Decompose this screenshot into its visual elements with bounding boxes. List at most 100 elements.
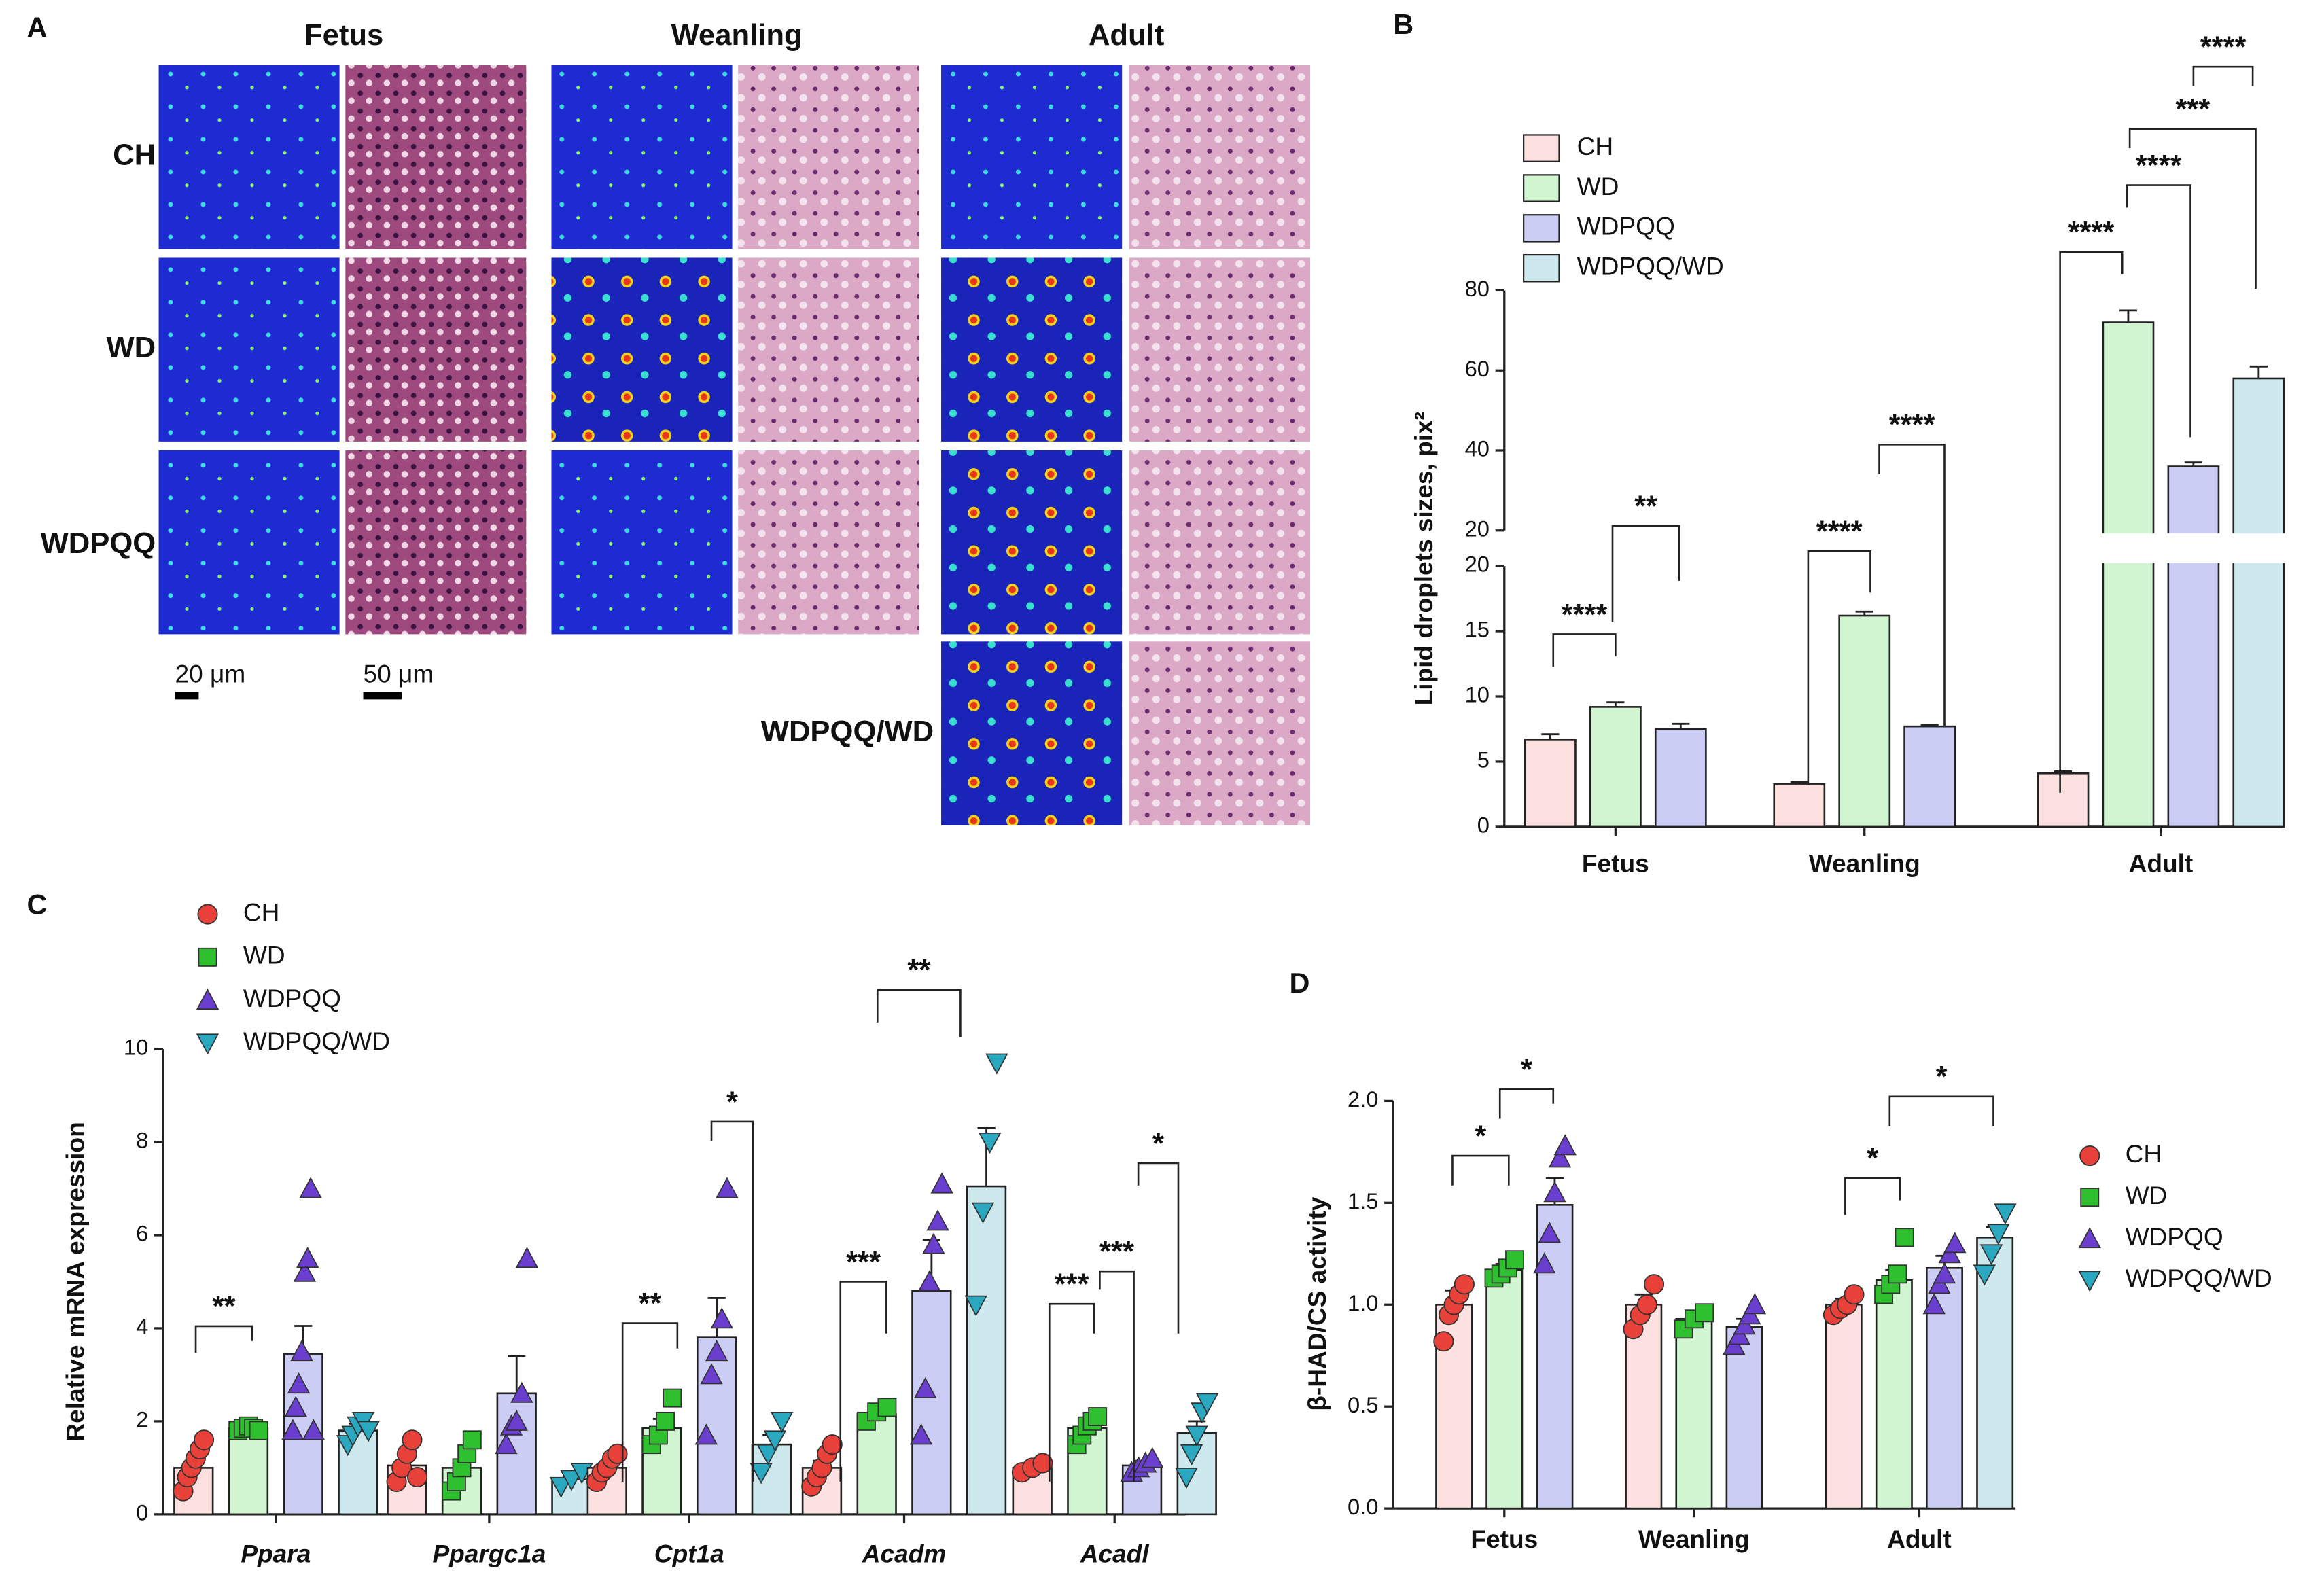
y-tick-label: 1.0 — [1348, 1290, 1378, 1315]
y-tick-label: 60 — [1465, 356, 1490, 381]
panel-label: D — [1290, 967, 1310, 999]
legend-marker — [2080, 1188, 2100, 1207]
y-tick-label: 2 — [136, 1407, 148, 1432]
data-point — [909, 1423, 933, 1445]
data-point — [505, 1409, 528, 1431]
row-label: WDPQQ — [41, 527, 156, 560]
bar — [1875, 1279, 1913, 1510]
legend-label: WDPQQ/WD — [1577, 252, 1724, 281]
x-tick-label: Weanling — [1809, 849, 1920, 877]
bar — [1589, 706, 1642, 828]
significance-bracket — [1099, 1270, 1135, 1482]
x-tick-label: Fetus — [1582, 849, 1649, 877]
column-title: Fetus — [304, 19, 383, 52]
data-point — [922, 1232, 945, 1254]
x-tick-label: Adult — [1887, 1525, 1952, 1553]
data-point — [1943, 1232, 1967, 1254]
significance-bracket — [1807, 550, 1871, 785]
micrograph — [1129, 257, 1311, 442]
data-point — [877, 1398, 897, 1417]
y-tick-label: 15 — [1465, 617, 1490, 642]
micrograph — [551, 450, 733, 635]
significance-bracket — [1611, 525, 1680, 622]
significance-bracket — [2126, 184, 2191, 438]
micrograph — [1129, 450, 1311, 635]
significance-label: *** — [2175, 93, 2210, 126]
legend-marker — [196, 1033, 219, 1055]
legend-marker — [198, 947, 217, 967]
data-point — [1636, 1294, 1657, 1315]
significance-label: **** — [2068, 216, 2114, 249]
significance-label: ** — [639, 1287, 662, 1320]
legend-marker — [2078, 1271, 2101, 1292]
legend-swatch — [1523, 254, 1560, 283]
x-tick-label: Ppargc1a — [432, 1540, 546, 1568]
significance-bracket — [876, 989, 962, 1037]
x-tick-label: Weanling — [1638, 1525, 1750, 1553]
data-point — [1922, 1293, 1946, 1315]
data-point — [1888, 1264, 1907, 1284]
significance-bracket — [1137, 1162, 1180, 1334]
legend-label: WD — [1577, 172, 1619, 200]
y-tick-label: 0 — [1477, 813, 1490, 838]
data-point — [1433, 1331, 1454, 1352]
significance-bracket — [710, 1120, 754, 1482]
legend-label: WDPQQ/WD — [2126, 1264, 2272, 1292]
data-point — [462, 1430, 482, 1450]
significance-bracket — [1552, 633, 1617, 667]
micrograph — [941, 65, 1123, 249]
legend-swatch — [1523, 134, 1560, 162]
bar — [1654, 728, 1707, 828]
data-point — [510, 1381, 533, 1403]
y-tick-label: 5 — [1477, 747, 1490, 772]
column-title: Weanling — [671, 19, 803, 52]
y-tick-label: 8 — [136, 1128, 148, 1153]
legend-label: CH — [1577, 132, 1614, 160]
micrograph — [345, 257, 527, 442]
significance-label: * — [1867, 1142, 1878, 1175]
row-label: WD — [107, 332, 156, 364]
legend-label: WDPQQ — [2126, 1222, 2223, 1251]
bar — [1903, 725, 1956, 828]
bar — [856, 1413, 897, 1516]
significance-bracket — [1498, 1088, 1555, 1119]
legend-label: WDPQQ/WD — [243, 1027, 390, 1055]
data-point — [607, 1443, 628, 1464]
significance-label: ** — [213, 1290, 236, 1323]
micrograph — [345, 450, 527, 635]
data-point — [1185, 1425, 1208, 1447]
data-point — [971, 1202, 995, 1224]
data-point — [918, 1270, 941, 1292]
column-title: Adult — [1089, 19, 1164, 52]
data-point — [284, 1396, 308, 1417]
legend-label: WD — [243, 941, 285, 970]
data-point — [249, 1421, 268, 1440]
data-point — [822, 1434, 843, 1455]
y-tick-label: 0.5 — [1348, 1392, 1378, 1417]
data-point — [1175, 1468, 1198, 1489]
y-tick-label: 2.0 — [1348, 1086, 1378, 1112]
legend-marker — [197, 904, 218, 925]
micrograph — [738, 450, 919, 635]
data-point — [694, 1423, 718, 1445]
data-point — [1695, 1303, 1714, 1323]
bar — [1536, 1204, 1574, 1510]
significance-label: **** — [1816, 516, 1863, 548]
significance-bracket — [1844, 1177, 1901, 1215]
x-tick-label: Cpt1a — [654, 1540, 724, 1568]
significance-bracket — [2059, 251, 2124, 793]
significance-bracket — [1888, 1095, 1994, 1126]
y-axis-label: Lipid droplets sizes, pix² — [1409, 412, 1438, 705]
bar — [1725, 1326, 1763, 1510]
data-point — [296, 1247, 319, 1268]
micrograph — [551, 65, 733, 249]
significance-label: **** — [2136, 149, 2182, 182]
significance-bracket — [1451, 1154, 1510, 1186]
bar — [1485, 1268, 1524, 1510]
y-tick-label: 6 — [136, 1221, 148, 1246]
scale-label: 50 μm — [364, 659, 434, 688]
data-point — [978, 1133, 1002, 1154]
data-point — [1548, 1146, 1572, 1168]
significance-label: * — [1152, 1127, 1164, 1160]
legend-marker — [2079, 1145, 2100, 1167]
